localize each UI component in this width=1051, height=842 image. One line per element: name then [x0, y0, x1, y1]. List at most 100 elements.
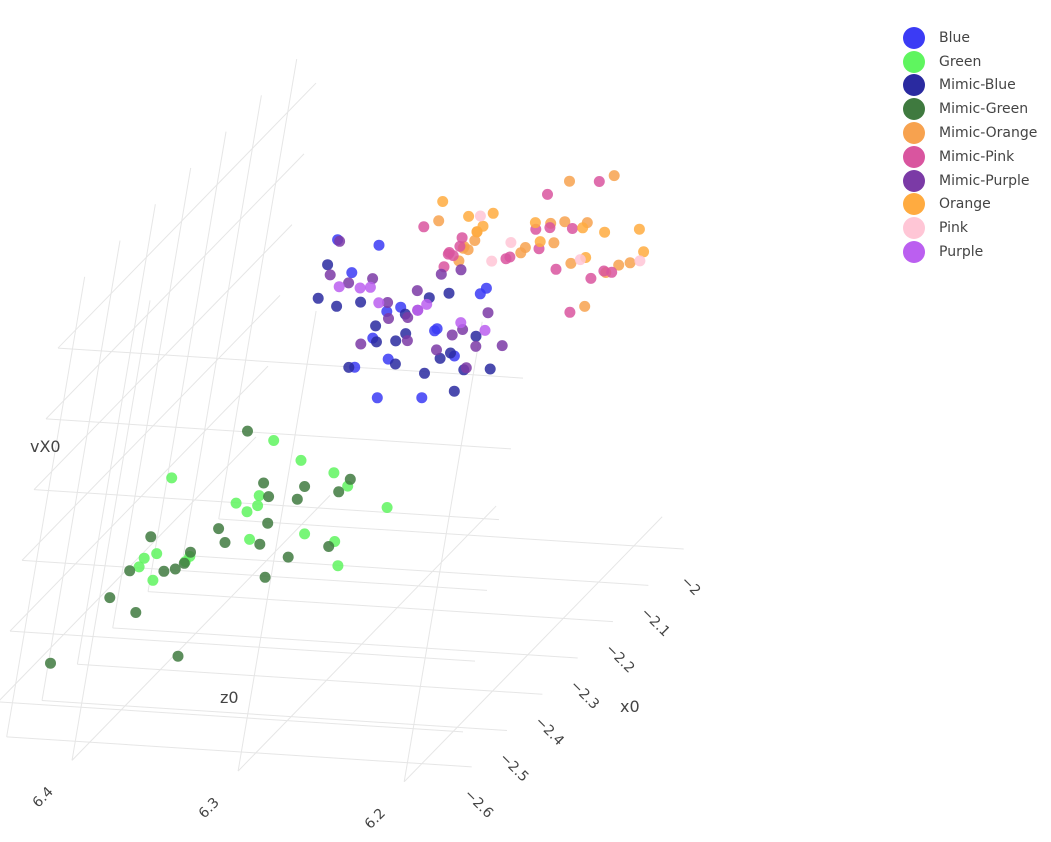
- data-point[interactable]: [564, 306, 576, 318]
- data-point[interactable]: [178, 557, 190, 569]
- data-point[interactable]: [219, 537, 231, 548]
- data-point[interactable]: [448, 385, 460, 397]
- data-point[interactable]: [419, 367, 430, 379]
- data-point[interactable]: [486, 255, 498, 267]
- data-point[interactable]: [638, 246, 650, 258]
- data-point[interactable]: [455, 317, 467, 329]
- data-point[interactable]: [474, 210, 486, 222]
- data-point[interactable]: [599, 226, 611, 238]
- data-point[interactable]: [344, 473, 356, 485]
- data-point[interactable]: [411, 285, 423, 297]
- data-point[interactable]: [585, 272, 597, 284]
- data-point[interactable]: [445, 347, 456, 359]
- data-point[interactable]: [252, 500, 264, 512]
- data-point[interactable]: [433, 215, 445, 227]
- data-point[interactable]: [268, 435, 280, 446]
- data-point[interactable]: [166, 472, 178, 484]
- data-point[interactable]: [529, 217, 541, 229]
- data-point[interactable]: [333, 486, 345, 498]
- legend-item-green[interactable]: Green: [903, 50, 1048, 74]
- data-point[interactable]: [634, 255, 646, 267]
- data-point[interactable]: [434, 352, 446, 364]
- data-point[interactable]: [185, 546, 196, 558]
- data-point[interactable]: [370, 320, 382, 332]
- data-point[interactable]: [482, 307, 494, 319]
- data-point[interactable]: [242, 425, 253, 437]
- data-point[interactable]: [291, 493, 303, 505]
- data-point[interactable]: [435, 268, 447, 280]
- data-point[interactable]: [446, 329, 458, 341]
- data-point[interactable]: [130, 607, 142, 618]
- data-point[interactable]: [262, 517, 274, 529]
- data-point[interactable]: [470, 340, 482, 352]
- data-point[interactable]: [389, 358, 401, 370]
- data-point[interactable]: [381, 502, 393, 513]
- data-point[interactable]: [496, 340, 508, 352]
- data-point[interactable]: [253, 490, 265, 502]
- data-point[interactable]: [343, 277, 355, 289]
- data-point[interactable]: [534, 236, 546, 248]
- data-point[interactable]: [608, 170, 620, 182]
- data-point[interactable]: [133, 561, 145, 573]
- data-point[interactable]: [333, 281, 345, 293]
- data-point[interactable]: [456, 232, 468, 244]
- data-point[interactable]: [505, 237, 517, 248]
- data-point[interactable]: [515, 247, 527, 259]
- data-point[interactable]: [437, 196, 449, 207]
- legend-item-mimic-orange[interactable]: Mimic-Orange: [903, 121, 1048, 145]
- data-point[interactable]: [500, 253, 512, 265]
- data-point[interactable]: [138, 552, 150, 564]
- data-point[interactable]: [295, 454, 307, 466]
- data-point[interactable]: [244, 533, 256, 545]
- data-point[interactable]: [331, 300, 343, 312]
- data-point[interactable]: [455, 264, 467, 276]
- legend-item-mimic-pink[interactable]: Mimic-Pink: [903, 145, 1048, 169]
- data-point[interactable]: [158, 565, 170, 577]
- data-point[interactable]: [371, 336, 382, 348]
- data-point[interactable]: [312, 292, 324, 304]
- data-point[interactable]: [145, 531, 157, 543]
- data-point[interactable]: [402, 312, 414, 323]
- data-point[interactable]: [373, 239, 385, 251]
- legend-item-mimic-purple[interactable]: Mimic-Purple: [903, 169, 1048, 193]
- data-point[interactable]: [390, 335, 402, 347]
- data-point[interactable]: [613, 259, 625, 271]
- data-point[interactable]: [463, 210, 475, 222]
- data-point[interactable]: [548, 237, 560, 249]
- data-point[interactable]: [334, 235, 346, 247]
- legend-item-mimic-blue[interactable]: Mimic-Blue: [903, 74, 1048, 98]
- data-point[interactable]: [169, 563, 181, 575]
- data-point[interactable]: [383, 313, 394, 324]
- data-point[interactable]: [346, 267, 358, 279]
- legend-item-blue[interactable]: Blue: [903, 26, 1048, 50]
- data-point[interactable]: [624, 257, 636, 269]
- data-point[interactable]: [412, 304, 424, 316]
- data-point[interactable]: [431, 344, 442, 356]
- data-point[interactable]: [364, 281, 376, 293]
- data-point[interactable]: [45, 657, 56, 669]
- data-point[interactable]: [460, 362, 472, 374]
- data-point[interactable]: [454, 240, 466, 252]
- data-point[interactable]: [323, 541, 335, 552]
- data-point[interactable]: [480, 282, 492, 294]
- data-point[interactable]: [484, 363, 496, 375]
- data-point[interactable]: [299, 481, 311, 492]
- data-point[interactable]: [151, 548, 163, 560]
- data-point[interactable]: [147, 574, 159, 586]
- legend-item-orange[interactable]: Orange: [903, 193, 1048, 217]
- data-point[interactable]: [577, 222, 589, 234]
- data-point[interactable]: [324, 269, 336, 281]
- data-point[interactable]: [373, 297, 385, 309]
- data-point[interactable]: [416, 392, 428, 404]
- data-point[interactable]: [354, 282, 366, 294]
- data-point[interactable]: [343, 361, 355, 373]
- data-point[interactable]: [565, 257, 577, 269]
- data-point[interactable]: [328, 467, 340, 479]
- data-point[interactable]: [550, 263, 562, 275]
- data-point[interactable]: [564, 175, 575, 187]
- data-point[interactable]: [566, 223, 578, 234]
- data-point[interactable]: [487, 207, 499, 219]
- data-point[interactable]: [371, 392, 383, 404]
- data-point[interactable]: [606, 266, 618, 278]
